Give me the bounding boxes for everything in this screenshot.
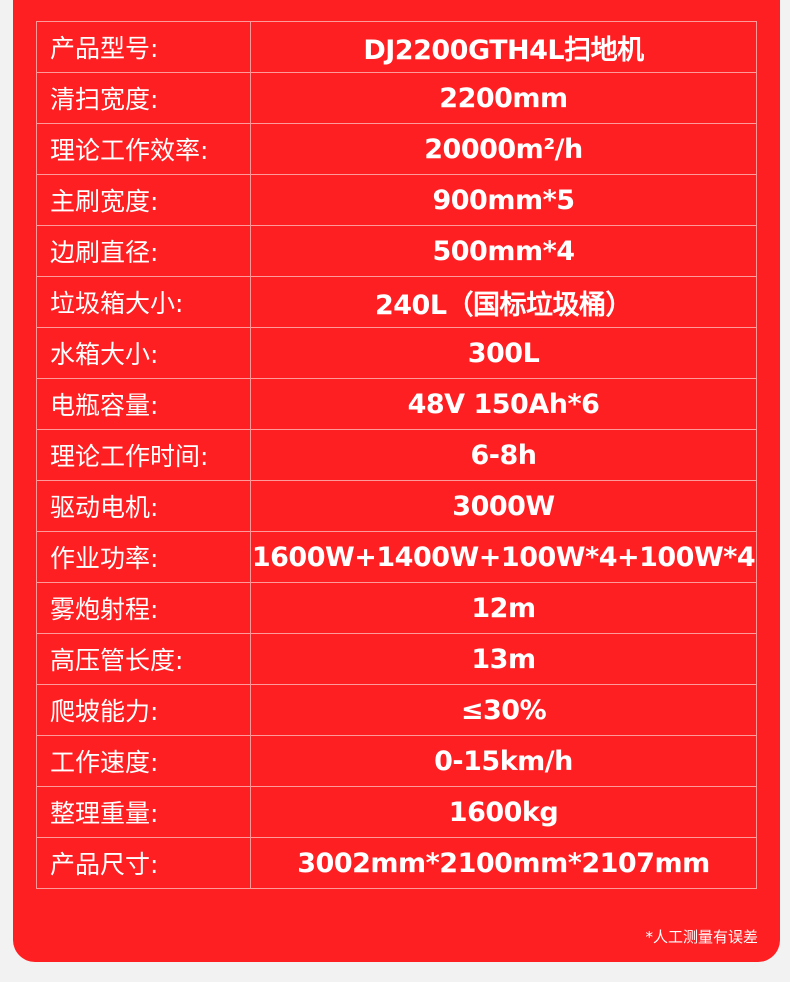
spec-value: 48V 150Ah*6 <box>250 378 757 430</box>
spec-row: 工作速度: 0-15km/h <box>36 735 757 787</box>
spec-label: 驱动电机: <box>36 480 251 532</box>
spec-label: 工作速度: <box>36 735 251 787</box>
spec-value: 3002mm*2100mm*2107mm <box>250 837 757 889</box>
spec-row: 产品尺寸: 3002mm*2100mm*2107mm <box>36 837 757 889</box>
spec-row: 产品型号: DJ2200GTH4L扫地机 <box>36 21 757 73</box>
spec-value: 900mm*5 <box>250 174 757 226</box>
spec-label: 爬坡能力: <box>36 684 251 736</box>
spec-value: 2200mm <box>250 72 757 124</box>
spec-value: 300L <box>250 327 757 379</box>
spec-row: 边刷直径: 500mm*4 <box>36 225 757 277</box>
spec-table: 产品型号: DJ2200GTH4L扫地机 清扫宽度: 2200mm 理论工作效率: 200… <box>36 21 757 889</box>
spec-label: 高压管长度: <box>36 633 251 685</box>
spec-row: 电瓶容量: 48V 150Ah*6 <box>36 378 757 430</box>
spec-value: DJ2200GTH4L扫地机 <box>250 21 757 73</box>
spec-value: 500mm*4 <box>250 225 757 277</box>
spec-value: 1600kg <box>250 786 757 838</box>
spec-value: 13m <box>250 633 757 685</box>
spec-label: 主刷宽度: <box>36 174 251 226</box>
spec-value: 3000W <box>250 480 757 532</box>
spec-panel: 产品型号: DJ2200GTH4L扫地机 清扫宽度: 2200mm 理论工作效率: 200… <box>13 0 780 962</box>
spec-row: 清扫宽度: 2200mm <box>36 72 757 124</box>
spec-label: 产品型号: <box>36 21 251 73</box>
spec-label: 水箱大小: <box>36 327 251 379</box>
spec-label: 产品尺寸: <box>36 837 251 889</box>
spec-row: 整理重量: 1600kg <box>36 786 757 838</box>
spec-label: 清扫宽度: <box>36 72 251 124</box>
spec-row: 理论工作时间: 6-8h <box>36 429 757 481</box>
spec-row: 雾炮射程: 12m <box>36 582 757 634</box>
measurement-note: *人工测量有误差 <box>645 928 758 946</box>
spec-label: 理论工作时间: <box>36 429 251 481</box>
spec-value: 12m <box>250 582 757 634</box>
spec-row: 爬坡能力: ≤30% <box>36 684 757 736</box>
spec-row: 水箱大小: 300L <box>36 327 757 379</box>
spec-label: 作业功率: <box>36 531 251 583</box>
spec-label: 整理重量: <box>36 786 251 838</box>
spec-label: 边刷直径: <box>36 225 251 277</box>
spec-label: 垃圾箱大小: <box>36 276 251 328</box>
spec-label: 雾炮射程: <box>36 582 251 634</box>
spec-value: 0-15km/h <box>250 735 757 787</box>
spec-value: ≤30% <box>250 684 757 736</box>
spec-row: 驱动电机: 3000W <box>36 480 757 532</box>
spec-row: 作业功率: 1600W+1400W+100W*4+100W*4 <box>36 531 757 583</box>
spec-label: 电瓶容量: <box>36 378 251 430</box>
spec-row: 理论工作效率: 20000m²/h <box>36 123 757 175</box>
spec-row: 垃圾箱大小: 240L（国标垃圾桶） <box>36 276 757 328</box>
spec-value: 1600W+1400W+100W*4+100W*4 <box>250 531 757 583</box>
spec-value: 20000m²/h <box>250 123 757 175</box>
spec-label: 理论工作效率: <box>36 123 251 175</box>
spec-value: 6-8h <box>250 429 757 481</box>
spec-row: 高压管长度: 13m <box>36 633 757 685</box>
spec-value: 240L（国标垃圾桶） <box>250 276 757 328</box>
spec-row: 主刷宽度: 900mm*5 <box>36 174 757 226</box>
